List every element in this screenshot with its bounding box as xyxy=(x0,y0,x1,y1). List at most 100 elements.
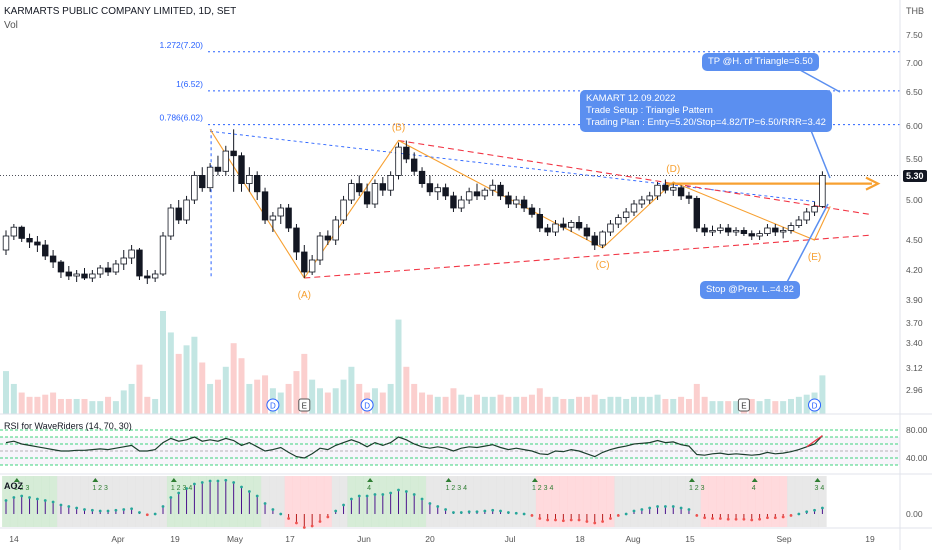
candle-body[interactable] xyxy=(18,226,25,239)
candle-body[interactable] xyxy=(120,257,127,265)
candle-body[interactable] xyxy=(732,229,740,233)
candle-body[interactable] xyxy=(654,184,661,197)
candle-body[interactable] xyxy=(10,226,18,237)
candle-body[interactable] xyxy=(136,249,143,277)
candle-body[interactable] xyxy=(677,187,685,197)
candle-body[interactable] xyxy=(646,195,653,201)
candle-body[interactable] xyxy=(167,207,175,237)
rsi-pane[interactable]: 80.00 40.00 xyxy=(0,425,928,466)
candle-body[interactable] xyxy=(709,229,716,233)
candle-body[interactable] xyxy=(560,223,567,228)
candle-body[interactable] xyxy=(630,203,638,213)
candle-body[interactable] xyxy=(583,227,591,237)
candle-body[interactable] xyxy=(324,235,332,241)
dividend-marker[interactable] xyxy=(808,398,822,412)
candle-body[interactable] xyxy=(159,235,167,275)
candle-body[interactable] xyxy=(764,227,771,234)
candle-body[interactable] xyxy=(615,217,622,225)
candle-body[interactable] xyxy=(214,166,222,172)
candle-body[interactable] xyxy=(536,213,543,229)
candle-body[interactable] xyxy=(607,223,614,233)
candle-body[interactable] xyxy=(772,227,779,233)
candle-body[interactable] xyxy=(670,187,677,191)
earnings-marker[interactable] xyxy=(737,398,750,412)
candle-body[interactable] xyxy=(151,273,159,279)
candle-body[interactable] xyxy=(356,183,363,193)
candle-body[interactable] xyxy=(552,223,559,233)
candle-body[interactable] xyxy=(803,211,810,221)
candle-body[interactable] xyxy=(465,191,473,201)
candle-body[interactable] xyxy=(387,174,394,191)
candle-body[interactable] xyxy=(662,184,669,191)
candle-body[interactable] xyxy=(277,207,284,217)
candle-body[interactable] xyxy=(418,170,426,185)
candle-body[interactable] xyxy=(332,219,339,241)
candle-body[interactable] xyxy=(489,184,496,191)
candle-body[interactable] xyxy=(65,271,72,277)
candle-body[interactable] xyxy=(795,219,803,226)
candle-body[interactable] xyxy=(348,183,355,201)
candle-body[interactable] xyxy=(395,146,402,176)
candle-body[interactable] xyxy=(269,215,277,221)
candle-body[interactable] xyxy=(725,227,732,233)
candle-body[interactable] xyxy=(308,259,316,273)
candle-body[interactable] xyxy=(183,199,190,221)
candlestick-series[interactable] xyxy=(2,129,826,284)
candle-body[interactable] xyxy=(434,187,441,193)
candle-body[interactable] xyxy=(285,207,292,229)
candle-body[interactable] xyxy=(473,191,481,197)
candle-body[interactable] xyxy=(638,199,646,205)
candle-body[interactable] xyxy=(599,231,606,246)
candle-body[interactable] xyxy=(379,183,386,191)
candle-body[interactable] xyxy=(717,227,724,231)
candle-body[interactable] xyxy=(685,195,693,199)
candle-body[interactable] xyxy=(513,199,520,205)
candle-body[interactable] xyxy=(450,195,457,209)
candle-body[interactable] xyxy=(787,225,795,231)
candle-body[interactable] xyxy=(191,174,198,201)
candle-body[interactable] xyxy=(57,261,65,273)
candle-body[interactable] xyxy=(49,255,57,263)
trade-setup-note[interactable]: KAMART 12.09.2022 Trade Setup : Triangle… xyxy=(580,90,832,132)
stop-loss-note[interactable]: Stop @Prev. L.=4.82 xyxy=(700,281,800,299)
candle-body[interactable] xyxy=(528,207,536,215)
time-axis[interactable]: 14 Apr 19 May 17 Jun 20 Jul 18 Aug 15 Sep 19 xyxy=(9,534,875,544)
candle-body[interactable] xyxy=(73,273,80,277)
candle-body[interactable] xyxy=(819,174,826,207)
candle-body[interactable] xyxy=(89,273,96,279)
candle-body[interactable] xyxy=(238,155,245,184)
candle-body[interactable] xyxy=(293,227,300,253)
candle-body[interactable] xyxy=(230,150,237,157)
candle-body[interactable] xyxy=(340,199,347,221)
candle-body[interactable] xyxy=(175,207,182,221)
candle-body[interactable] xyxy=(748,233,755,237)
candle-body[interactable] xyxy=(779,229,787,233)
candle-body[interactable] xyxy=(34,241,41,246)
candle-body[interactable] xyxy=(112,263,120,273)
candle-body[interactable] xyxy=(301,251,308,273)
earnings-marker[interactable] xyxy=(298,398,311,412)
candle-body[interactable] xyxy=(403,146,410,160)
take-profit-note[interactable]: TP @H. of Triangle=6.50 xyxy=(702,53,819,71)
candle-body[interactable] xyxy=(442,187,449,197)
candle-body[interactable] xyxy=(458,199,465,209)
candle-body[interactable] xyxy=(42,244,49,257)
candle-body[interactable] xyxy=(591,235,598,246)
candle-body[interactable] xyxy=(26,237,33,243)
candle-body[interactable] xyxy=(104,267,112,273)
candle-body[interactable] xyxy=(568,221,575,228)
candle-body[interactable] xyxy=(505,195,512,205)
candle-body[interactable] xyxy=(253,174,261,193)
candle-body[interactable] xyxy=(199,174,206,189)
candle-body[interactable] xyxy=(81,273,88,279)
candle-body[interactable] xyxy=(520,199,528,209)
candle-body[interactable] xyxy=(426,183,434,193)
candle-body[interactable] xyxy=(128,249,135,259)
candle-body[interactable] xyxy=(246,174,253,184)
candle-body[interactable] xyxy=(481,189,489,197)
candle-body[interactable] xyxy=(544,227,551,233)
candle-body[interactable] xyxy=(316,235,324,261)
